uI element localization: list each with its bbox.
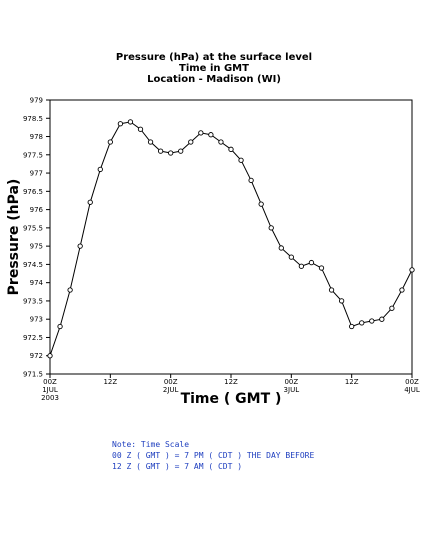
data-point [67,287,73,293]
data-point [198,130,204,136]
data-point [389,305,395,311]
x-tick-label: 12Z [224,378,238,386]
x-tick-label: 00Z [43,378,57,386]
data-point [288,254,294,260]
data-point [349,323,355,330]
data-point [208,132,214,138]
data-point [137,126,144,132]
y-tick-label: 973.5 [23,297,43,305]
y-tick-label: 974.5 [23,261,43,269]
y-tick-label: 976 [30,206,44,214]
data-point [157,148,164,154]
data-point [328,287,335,293]
y-tick-label: 978.5 [23,115,43,123]
chart-title-line: Time in GMT [179,63,249,74]
data-point [318,265,325,271]
pressure-series-line [49,121,413,356]
data-point [228,146,234,152]
x-tick-label: 3JUL [284,386,300,394]
x-axis-label: Time ( GMT ) [181,391,282,407]
y-tick-label: 977 [30,170,43,178]
y-tick-label: 974 [30,279,44,287]
note-line-1: Note: Time Scale [112,440,190,449]
data-point [338,298,345,304]
y-tick-label: 976.5 [23,188,43,196]
data-point [359,320,365,326]
y-tick-label: 977.5 [23,151,43,159]
data-point [298,263,305,269]
y-tick-label: 971.5 [23,371,43,379]
pressure-data-markers [47,119,415,359]
y-tick-label: 979 [30,97,43,105]
data-point [127,119,134,125]
y-axis-label: Pressure (hPa) [6,179,22,296]
data-point [268,225,274,231]
data-point [379,316,385,322]
y-axis-ticks: 971.5 972 972.5 973 973.5 974 974.5 975 975.5 976… [23,97,50,379]
data-point [218,139,224,145]
x-tick-label: 1JUL [42,386,58,394]
y-tick-label: 978 [30,133,43,141]
data-point [57,323,63,330]
y-tick-label: 973 [30,316,43,324]
data-point [178,148,184,154]
data-point [87,199,93,205]
data-point [77,243,83,249]
note-line-3: 12 Z ( GMT ) = 7 AM ( CDT ) [112,462,243,471]
chart-title-group: Pressure (hPa) at the surface levelTime … [116,52,312,85]
x-tick-label: 00Z [405,378,419,386]
data-point [308,259,315,266]
data-point [409,267,415,273]
data-point [147,139,154,145]
x-tick-label: 2JUL [163,386,179,394]
y-tick-label: 972 [30,352,43,360]
y-tick-label: 975.5 [23,224,43,232]
x-tick-label: 00Z [164,378,178,386]
chart-title-line: Location - Madison (WI) [147,74,281,85]
data-point [238,157,244,163]
note-line-2: 00 Z ( GMT ) = 7 PM ( CDT ) THE DAY BEFO… [112,451,315,460]
data-point [278,245,284,251]
data-point [97,166,103,173]
data-point [258,201,264,207]
data-point [399,287,405,293]
chart-title-line: Pressure (hPa) at the surface level [116,52,312,63]
x-tick-label: 4JUL [404,386,420,394]
y-tick-label: 972.5 [23,334,43,342]
x-tick-label: 00Z [284,378,298,386]
data-point [168,150,174,156]
plot-frame [49,99,413,375]
x-tick-label: 12Z [345,378,359,386]
data-point [117,121,124,127]
x-tick-label: 2003 [41,394,59,402]
data-point [188,139,194,145]
y-tick-label: 975 [30,243,43,251]
data-point [369,318,375,324]
x-tick-label: 12Z [103,378,117,386]
data-point [47,353,53,359]
data-point [248,177,254,184]
data-point [107,139,113,145]
